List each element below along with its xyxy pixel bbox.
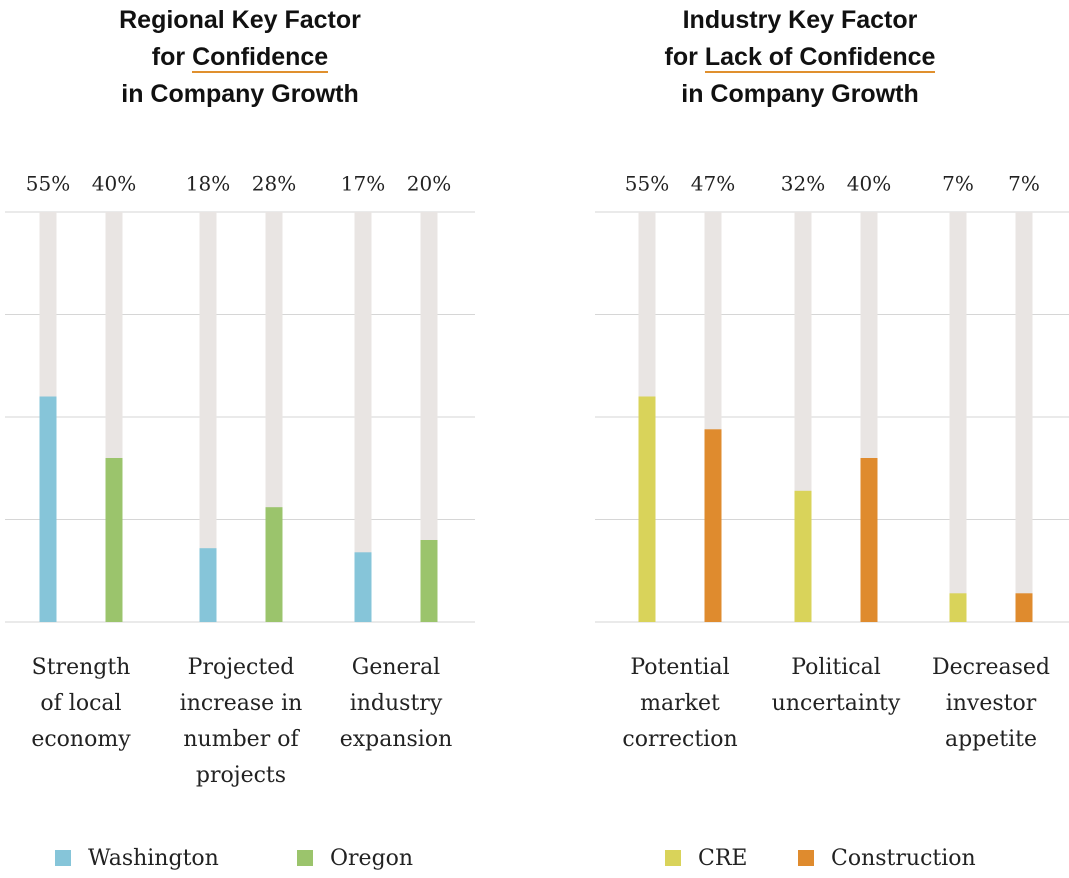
x-tick-label: Decreased — [932, 655, 1050, 680]
value-label: 28% — [252, 172, 296, 196]
bar-track — [1015, 212, 1033, 622]
title-part: Confidence — [192, 43, 329, 73]
value-label: 7% — [942, 172, 974, 196]
legend-label: Oregon — [330, 846, 413, 871]
chart-title: Regional Key Factor for Confidence in Compa… — [5, 2, 475, 113]
title-line: Industry Key Factor — [565, 2, 1035, 39]
x-tick-label: Political — [791, 655, 881, 680]
bar — [794, 490, 812, 622]
legend-swatch — [665, 850, 681, 866]
x-tick-label: number of — [183, 727, 300, 752]
title-part: Regional Key Factor — [119, 6, 361, 34]
title-line: for Confidence — [5, 39, 475, 76]
x-tick-label: Strength — [32, 655, 131, 680]
title-part: for — [664, 43, 698, 71]
x-tick-label: increase in — [180, 691, 303, 716]
title-line: Regional Key Factor — [5, 2, 475, 39]
value-label: 55% — [625, 172, 669, 196]
x-tick-label: projects — [196, 763, 286, 788]
value-label: 40% — [847, 172, 891, 196]
x-tick-label: uncertainty — [772, 691, 901, 716]
value-label: 55% — [26, 172, 70, 196]
value-label: 7% — [1008, 172, 1040, 196]
x-tick-label: investor — [946, 691, 1037, 716]
bar-track — [354, 212, 372, 622]
legend-swatch — [297, 850, 313, 866]
x-tick-label: of local — [40, 691, 121, 716]
x-tick-label: Potential — [630, 655, 729, 680]
title-part: in Company Growth — [121, 80, 359, 108]
x-tick-label: correction — [622, 727, 737, 752]
bar — [949, 593, 967, 622]
x-tick-label: General — [352, 655, 440, 680]
x-tick-label: appetite — [945, 727, 1037, 752]
bar — [638, 396, 656, 622]
bar-track — [420, 212, 438, 622]
title-part: in Company Growth — [681, 80, 919, 108]
legend-swatch — [798, 850, 814, 866]
value-label: 32% — [781, 172, 825, 196]
value-label: 17% — [341, 172, 385, 196]
title-part: Lack of Confidence — [704, 43, 936, 73]
value-label: 18% — [186, 172, 230, 196]
bar — [704, 429, 722, 622]
x-tick-label: economy — [31, 727, 131, 752]
value-label: 47% — [691, 172, 735, 196]
title-part: Industry Key Factor — [682, 6, 918, 34]
value-label: 40% — [92, 172, 136, 196]
bar — [199, 548, 217, 622]
x-tick-label: industry — [350, 691, 443, 716]
title-line: in Company Growth — [5, 76, 475, 113]
title-line: for Lack of Confidence — [565, 39, 1035, 76]
bar — [860, 458, 878, 622]
x-tick-label: Projected — [188, 655, 295, 680]
x-tick-label: market — [640, 691, 720, 716]
bar — [39, 396, 57, 622]
x-tick-label: expansion — [340, 727, 453, 752]
legend-label: Washington — [88, 846, 219, 871]
legend-swatch — [55, 850, 71, 866]
value-label: 20% — [407, 172, 451, 196]
bar — [265, 507, 283, 622]
bar — [105, 458, 123, 622]
legend-label: Construction — [831, 846, 976, 871]
chart-title: Industry Key Factor for Lack of Confidence… — [565, 2, 1035, 113]
bar — [1015, 593, 1033, 622]
bar — [354, 552, 372, 622]
title-line: in Company Growth — [565, 76, 1035, 113]
bar-track — [199, 212, 217, 622]
bar — [420, 540, 438, 622]
bar-track — [949, 212, 967, 622]
legend-label: CRE — [698, 846, 747, 871]
title-part: for — [151, 43, 186, 71]
